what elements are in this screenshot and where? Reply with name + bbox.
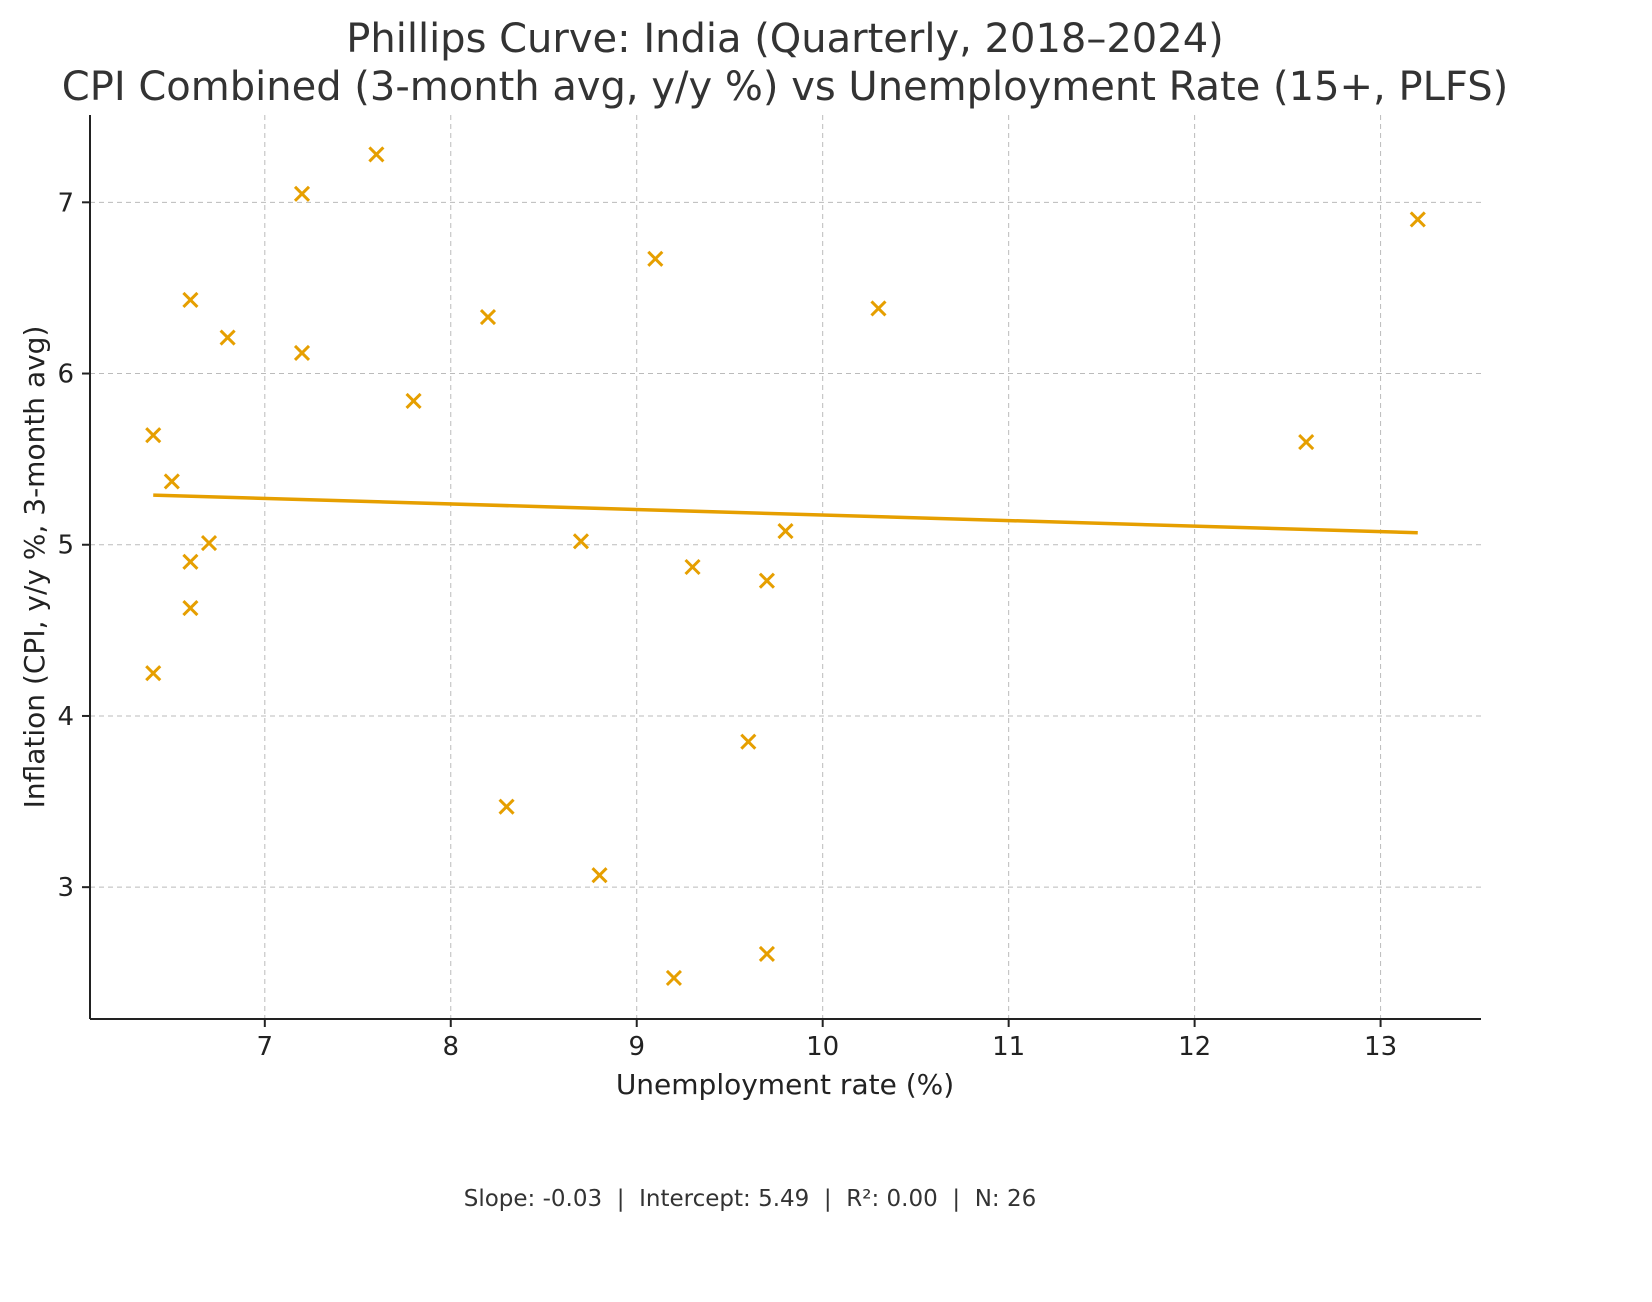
marker-stroke <box>591 867 608 884</box>
marker-stroke <box>145 427 162 444</box>
data-point-x-marker <box>665 969 682 986</box>
x-tick-label: 11 <box>992 1032 1025 1062</box>
marker-stroke <box>665 969 682 986</box>
fit-line <box>153 493 1418 535</box>
chart-title-line1: Phillips Curve: India (Quarterly, 2018–2… <box>346 16 1224 62</box>
points <box>145 146 1426 986</box>
marker-stroke <box>163 473 180 490</box>
marker-stroke <box>182 553 199 570</box>
data-point-x-marker <box>647 250 664 267</box>
data-point-x-marker <box>219 329 236 346</box>
x-axis-label: Unemployment rate (%) <box>616 1068 954 1101</box>
marker-stroke <box>479 308 497 326</box>
x-tick-label: 9 <box>628 1032 645 1062</box>
x-tick-label: 10 <box>806 1032 839 1062</box>
data-point-x-marker <box>870 300 887 317</box>
regression-stats-footer: Slope: -0.03 | Intercept: 5.49 | R²: 0.0… <box>464 1186 1037 1212</box>
data-point-x-marker <box>740 733 757 750</box>
data-point-x-marker <box>591 867 608 884</box>
x-tick-label: 8 <box>442 1032 459 1062</box>
grid <box>90 115 1481 1019</box>
marker-stroke <box>684 558 701 576</box>
marker-stroke <box>758 945 775 963</box>
marker-stroke <box>293 185 311 202</box>
marker-stroke <box>293 344 311 362</box>
data-point-x-marker <box>1298 433 1315 451</box>
data-point-x-marker <box>572 533 590 550</box>
marker-stroke <box>145 665 162 682</box>
data-point-x-marker <box>293 344 311 362</box>
marker-stroke <box>647 250 664 267</box>
data-point-x-marker <box>405 392 422 409</box>
y-tick-label: 3 <box>57 873 74 903</box>
data-point-x-marker <box>145 427 162 444</box>
y-tick-label: 5 <box>57 531 74 561</box>
data-point-x-marker <box>200 534 218 552</box>
marker-stroke <box>1298 433 1315 451</box>
chart-title-line2: CPI Combined (3-month avg, y/y %) vs Une… <box>62 64 1508 110</box>
data-point-x-marker <box>758 945 775 963</box>
ticks: 7 8 9 10 11 12 13 3 4 5 6 7 <box>57 188 1397 1062</box>
data-point-x-marker <box>758 572 775 589</box>
data-point-x-marker <box>293 185 311 202</box>
data-point-x-marker <box>479 308 497 326</box>
data-point-x-marker <box>182 553 199 570</box>
marker-stroke <box>182 291 199 308</box>
marker-stroke <box>200 534 218 552</box>
marker-stroke <box>758 572 775 589</box>
marker-stroke <box>870 300 887 317</box>
x-tick-label: 12 <box>1178 1032 1211 1062</box>
marker-stroke <box>498 798 515 815</box>
data-point-x-marker <box>498 798 515 815</box>
marker-stroke <box>572 533 590 550</box>
marker-stroke <box>1409 211 1426 228</box>
marker-stroke <box>219 329 236 346</box>
data-point-x-marker <box>182 600 199 617</box>
marker-stroke <box>740 733 757 750</box>
data-point-x-marker <box>1409 211 1426 228</box>
y-tick-label: 4 <box>57 702 74 732</box>
data-point-x-marker <box>163 473 180 490</box>
data-point-x-marker <box>684 558 701 576</box>
marker-stroke <box>182 600 199 617</box>
data-point-x-marker <box>182 291 199 308</box>
y-axis-label: Inflation (CPI, y/y %, 3-month avg) <box>18 326 51 809</box>
marker-stroke <box>405 392 422 409</box>
data-point-x-marker <box>777 522 794 540</box>
marker-stroke <box>368 146 385 163</box>
data-point-x-marker <box>145 665 162 682</box>
marker-stroke <box>777 522 794 540</box>
y-tick-label: 7 <box>57 188 74 218</box>
x-tick-label: 7 <box>257 1032 274 1062</box>
data-point-x-marker <box>368 146 385 163</box>
x-tick-label: 13 <box>1364 1032 1397 1062</box>
y-tick-label: 6 <box>57 360 74 390</box>
